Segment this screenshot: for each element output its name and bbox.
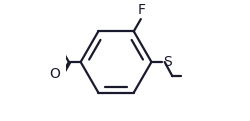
Text: O: O — [49, 67, 60, 81]
Text: S: S — [162, 55, 171, 69]
Text: F: F — [137, 3, 145, 17]
